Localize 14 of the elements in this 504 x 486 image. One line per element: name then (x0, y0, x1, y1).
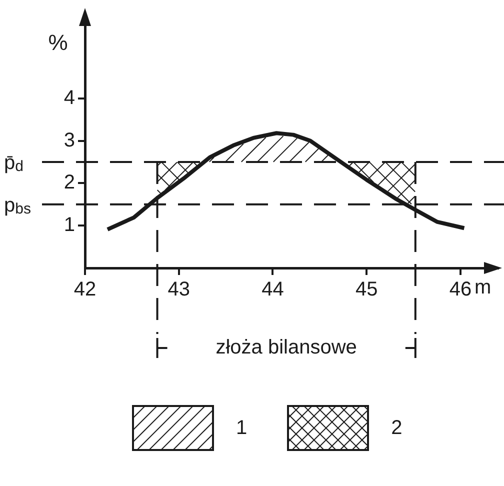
x-tick-label: 43 (168, 278, 190, 301)
y-tick-label: 4 (64, 86, 75, 109)
x-tick-label: 46 (449, 278, 472, 301)
x-tick-label: 45 (355, 278, 378, 301)
x-axis-title: m (474, 276, 492, 299)
y-axis-title: % (48, 30, 68, 56)
text: 1 (236, 416, 248, 440)
y-tick-label: 3 (64, 129, 75, 152)
y-tick-label: 2 (64, 172, 75, 194)
text: złoża bilansowe (216, 336, 357, 359)
y-tick-label: 1 (64, 214, 75, 236)
x-tick-label: 42 (74, 278, 96, 301)
text: 2 (391, 416, 402, 440)
x-tick-label: 44 (262, 278, 284, 301)
